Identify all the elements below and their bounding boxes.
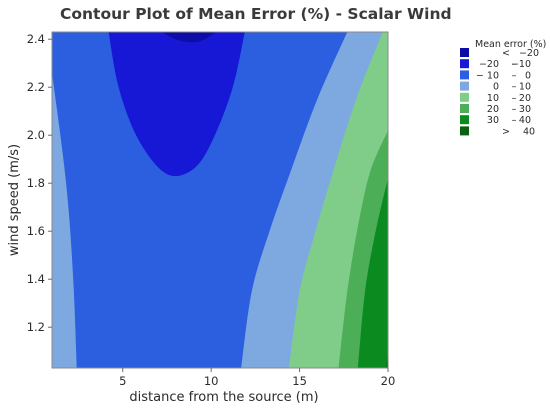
legend-entry-label: 0 (493, 82, 499, 93)
legend-entry-label: – (512, 82, 517, 93)
legend-entry-label: – (512, 115, 517, 126)
legend-entry: −20 –−10 (479, 59, 531, 70)
y-axis-label: wind speed (m/s) (7, 144, 22, 256)
x-tick-label: 5 (119, 374, 126, 388)
legend-entry-label: < (502, 48, 510, 59)
x-axis-label: distance from the source (m) (129, 390, 318, 405)
legend-title: Mean error (%) (475, 39, 546, 50)
legend-entry: 0 –10 (493, 82, 531, 93)
contour-region-lt-20 (161, 32, 217, 43)
legend-entry-label: – (512, 59, 517, 70)
y-tick-label: 2.2 (27, 80, 45, 94)
legend-entry-label: 20 (519, 93, 531, 104)
y-tick-label: 1.2 (27, 320, 45, 334)
x-tick-label: 20 (381, 374, 396, 388)
y-tick-label: 2.0 (27, 128, 45, 142)
legend-swatch (460, 104, 469, 113)
chart-title: Contour Plot of Mean Error (%) - Scalar … (60, 5, 452, 23)
contour-region-30-to-40 (357, 32, 388, 368)
y-tick-label: 2.4 (27, 32, 45, 46)
legend-entry: 30 –40 (487, 115, 531, 126)
legend-swatch (460, 59, 469, 69)
legend-entry-label: 40 (519, 115, 531, 126)
contour-region--20-to--10 (108, 32, 245, 177)
legend-entry-label: 20 (487, 104, 499, 115)
legend-entry-label: 40 (523, 126, 535, 137)
legend-swatch (460, 115, 469, 125)
y-tick-label: 1.6 (27, 224, 45, 238)
legend-entry-label: −10 (511, 59, 531, 70)
plot-area (51, 31, 389, 369)
legend-entry-label: – (512, 104, 517, 115)
legend-swatch (460, 70, 469, 80)
legend-entry-label: 30 (487, 115, 499, 126)
legend-entry-label: 10 (519, 82, 531, 93)
legend-entry-label: 10 (487, 93, 499, 104)
x-axis-ticks: 5 10 15 20 (119, 368, 395, 388)
legend-entry-label: 0 (525, 70, 531, 81)
legend-entry-label: > (502, 126, 510, 137)
legend-swatch (460, 126, 469, 136)
contour-regions (52, 32, 388, 368)
legend-swatch (460, 92, 469, 102)
y-tick-label: 1.8 (27, 176, 45, 190)
x-tick-label: 15 (292, 374, 307, 388)
legend-entry-label: – (512, 70, 517, 81)
y-axis-ticks: 1.2 1.4 1.6 1.8 2.0 2.2 2.4 (27, 32, 52, 334)
legend-entry-label: −20 (479, 59, 499, 70)
legend-entry: − 10 –0 (476, 70, 531, 81)
legend-swatch (460, 81, 469, 91)
legend-entry-label: – (512, 93, 517, 104)
legend-entry-label: −20 (519, 48, 539, 59)
contour-region--10-to-0 (52, 32, 348, 368)
legend-entry: < −20 (502, 48, 539, 59)
y-tick-label: 1.4 (27, 272, 45, 286)
x-tick-label: 10 (204, 374, 219, 388)
legend-entry: 20 –30 (487, 104, 531, 115)
legend-swatch (460, 48, 469, 57)
legend-entry-label: 30 (519, 104, 531, 115)
legend-entry: 10 –20 (487, 93, 531, 104)
plot-frame (51, 31, 389, 369)
legend: Mean error (%) < −20−20 –−10− 10–00–1010–2… (460, 39, 546, 137)
legend-entry: >40 (502, 126, 535, 137)
legend-entry-label: − 10 (476, 70, 499, 81)
